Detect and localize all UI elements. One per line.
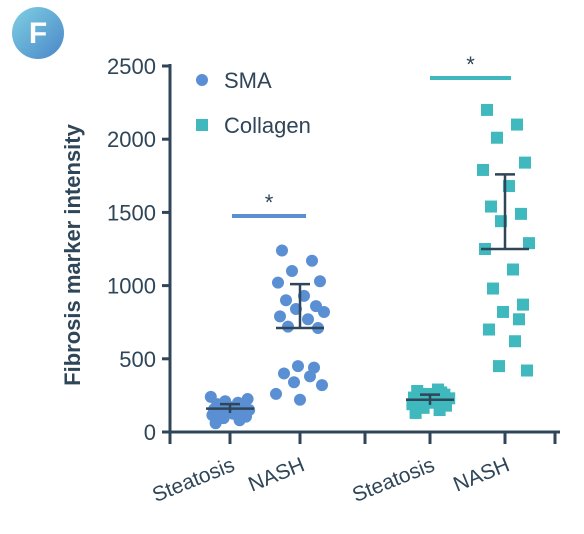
sma-nash-point — [280, 294, 292, 307]
collagen-nash-point — [523, 237, 535, 250]
collagen-nash-point — [517, 298, 529, 311]
sma-nash-point — [270, 387, 282, 400]
collagen-nash-point — [485, 200, 497, 213]
x-tick-label: Steatosis — [149, 453, 238, 507]
sma-nash-point — [292, 360, 304, 373]
collagen-nash-point — [513, 313, 525, 326]
sma-steatosis-point — [232, 396, 244, 409]
legend-marker-sma — [196, 74, 208, 86]
collagen-nash-point — [509, 335, 521, 348]
sma-nash-point — [294, 393, 306, 406]
data-marks: ** — [204, 52, 535, 430]
x-tick-label: NASH — [450, 453, 513, 496]
sma-nash-point — [274, 310, 286, 323]
sma-steatosis-point — [241, 393, 254, 406]
sma-nash-point — [272, 276, 284, 289]
collagen-nash-point — [519, 156, 531, 169]
sma-nash-point — [282, 320, 294, 333]
sma-nash-point — [276, 244, 288, 257]
collagen-significance-star: * — [466, 52, 475, 77]
sma-nash-point — [288, 376, 300, 389]
collagen-nash-point — [481, 103, 493, 116]
panel-badge-circle — [12, 7, 64, 59]
sma-nash-point — [316, 379, 328, 392]
panel-badge: F — [12, 7, 64, 59]
collagen-nash-point — [487, 282, 499, 295]
collagen-nash-point — [477, 163, 489, 176]
sma-nash-point — [314, 275, 326, 288]
collagen-nash-point — [507, 263, 519, 276]
sma-nash-point — [286, 264, 298, 277]
sma-nash-point — [306, 254, 318, 267]
y-tick-label: 1500 — [107, 200, 156, 225]
legend-marker-collagen — [196, 119, 208, 131]
x-tick-label: Steatosis — [349, 453, 438, 507]
sma-nash-point — [304, 370, 316, 383]
collagen-steatosis-point — [432, 383, 444, 396]
collagen-nash-point — [491, 131, 503, 144]
collagen-nash-point — [497, 305, 509, 318]
collagen-nash-point — [521, 364, 533, 377]
y-axis-label: Fibrosis marker intensity — [60, 123, 85, 385]
y-tick-label: 2500 — [107, 54, 156, 79]
sma-nash-point — [318, 305, 330, 318]
sma-nash-point — [302, 313, 314, 326]
collagen-nash-point — [511, 118, 523, 131]
collagen-nash-point — [483, 323, 495, 336]
y-tick-label: 2000 — [107, 127, 156, 152]
y-tick-label: 500 — [119, 347, 156, 372]
legend-label-collagen: Collagen — [224, 113, 311, 138]
legend: SMA Collagen — [196, 68, 311, 138]
collagen-nash-point — [515, 207, 527, 220]
y-tick-label: 1000 — [107, 274, 156, 299]
sma-steatosis-point — [204, 390, 217, 403]
sma-nash-point — [278, 367, 290, 380]
sma-significance-star: * — [265, 190, 274, 215]
y-tick-label: 0 — [144, 420, 156, 445]
panel-label: F — [29, 17, 47, 50]
collagen-nash-point — [493, 360, 505, 373]
x-tick-label: NASH — [245, 453, 308, 496]
legend-label-sma: SMA — [224, 68, 272, 93]
